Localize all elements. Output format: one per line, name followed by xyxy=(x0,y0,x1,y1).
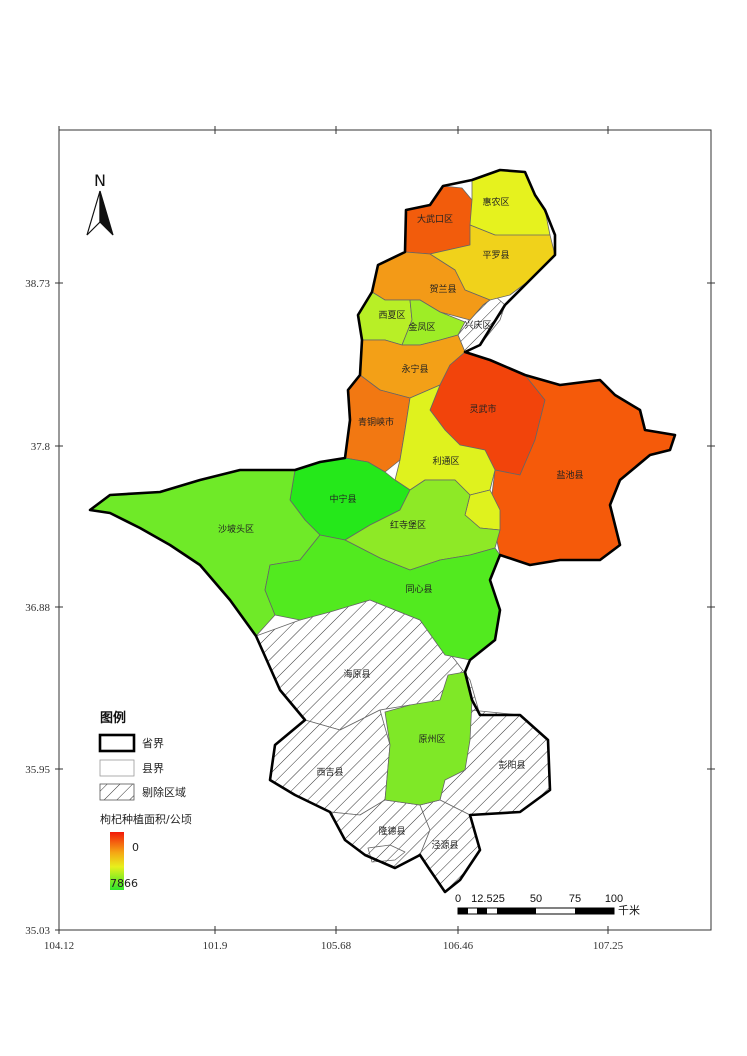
region-pingluo xyxy=(429,224,556,301)
scale-unit: 千米 xyxy=(618,904,640,917)
region-label: 中宁县 xyxy=(329,493,356,505)
region-label: 青铜峡市 xyxy=(358,416,394,428)
x-tick-label: 101.9 xyxy=(203,940,228,952)
legend-title: 图例 xyxy=(100,710,126,726)
region-label: 平罗县 xyxy=(482,250,509,261)
region-label: 贺兰县 xyxy=(429,283,456,295)
region-label: 利通区 xyxy=(432,455,459,467)
legend-province-label: 省界 xyxy=(142,737,164,750)
region-label: 同心县 xyxy=(405,584,432,595)
legend-excluded-label: 剔除区域 xyxy=(142,785,186,799)
legend-ramp-low: 7866 xyxy=(110,877,138,890)
region-label: 隆德县 xyxy=(378,825,405,837)
y-tick-labels: 38.73 37.8 36.88 35.95 35.03 xyxy=(25,278,50,937)
y-tick-label: 35.03 xyxy=(25,925,50,937)
region-label: 原州区 xyxy=(418,734,445,745)
legend-color-ramp xyxy=(110,832,124,890)
legend-county-swatch xyxy=(99,759,135,777)
region-label: 灵武市 xyxy=(469,403,496,415)
x-tick-label: 105.68 xyxy=(321,940,352,952)
region-label: 彭阳县 xyxy=(498,759,525,771)
scale-tick-label: 50 xyxy=(530,893,542,905)
region-label: 金凤区 xyxy=(408,321,435,333)
scale-tick-label: 75 xyxy=(569,893,581,905)
region-label: 盐池县 xyxy=(556,469,583,481)
x-tick-label: 104.12 xyxy=(44,940,74,952)
region-label: 大武口区 xyxy=(417,213,453,225)
x-tick-labels: 104.12 101.9 105.68 106.46 107.25 xyxy=(44,940,624,952)
region-label: 西夏区 xyxy=(378,310,405,321)
scale-bar: 0 12.525 50 75 100 千米 xyxy=(455,893,640,917)
region-label: 海原县 xyxy=(343,668,370,680)
scale-tick-label: 12.525 xyxy=(471,893,505,905)
region-label: 永宁县 xyxy=(401,363,428,375)
region-enclave xyxy=(367,844,406,863)
x-tick-label: 107.25 xyxy=(593,940,624,952)
province-boundary xyxy=(88,168,677,894)
region-label: 西吉县 xyxy=(316,767,343,778)
legend-excluded-swatch xyxy=(99,783,135,801)
legend-county-label: 县界 xyxy=(142,762,164,775)
y-tick-label: 38.73 xyxy=(25,278,50,290)
svg-text:N: N xyxy=(94,171,106,190)
region-label: 兴庆区 xyxy=(464,319,491,331)
scale-tick-label: 100 xyxy=(605,893,623,905)
y-tick-label: 35.95 xyxy=(25,764,50,776)
legend-province-swatch xyxy=(98,733,136,753)
region-layer xyxy=(89,169,676,893)
region-yuanzhou xyxy=(384,671,473,806)
x-tick-label: 106.46 xyxy=(443,940,474,952)
legend-ramp-title: 枸杞种植面积/公顷 xyxy=(100,812,192,826)
region-label: 泾源县 xyxy=(431,839,458,851)
y-tick-label: 37.8 xyxy=(31,441,51,453)
region-label: 红寺堡区 xyxy=(390,519,426,531)
frame-ticks xyxy=(55,126,715,934)
north-arrow-icon: N xyxy=(86,171,114,236)
y-tick-label: 36.88 xyxy=(25,602,50,614)
legend: 图例 省界 县界 剔除区域 枸杞种植面积/公顷 0 7866 xyxy=(98,710,192,890)
region-label: 沙坡头区 xyxy=(218,523,254,535)
scale-tick-label: 0 xyxy=(455,893,461,905)
legend-ramp-high: 0 xyxy=(132,841,139,854)
region-label: 惠农区 xyxy=(482,196,509,208)
